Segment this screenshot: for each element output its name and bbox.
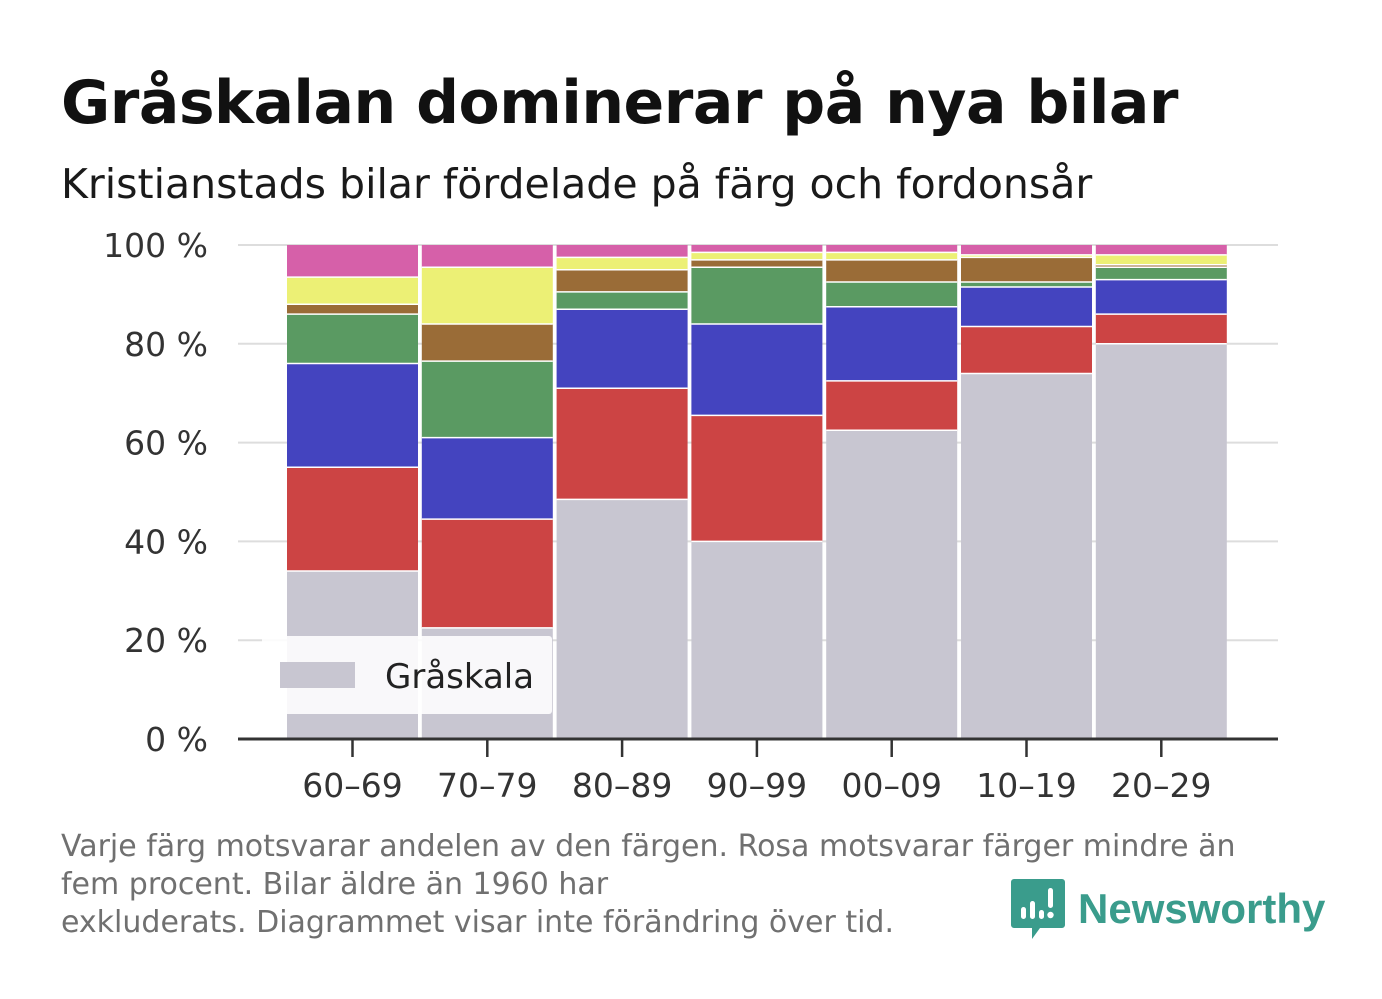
bar-segment bbox=[826, 306, 958, 381]
bar-segment bbox=[691, 541, 823, 739]
bar-segment bbox=[1095, 245, 1227, 255]
bar-segment bbox=[556, 309, 688, 389]
bar-segment bbox=[556, 245, 688, 258]
bar-segment bbox=[421, 361, 553, 438]
bar-segment bbox=[556, 257, 688, 270]
bar-segment bbox=[1095, 314, 1227, 344]
bar-segment bbox=[287, 467, 418, 572]
bar-segment bbox=[826, 245, 958, 253]
y-tick-label: 80 % bbox=[124, 325, 208, 364]
bar-segment bbox=[287, 245, 418, 278]
bar-segment bbox=[691, 252, 823, 260]
bar-segment bbox=[691, 259, 823, 268]
y-axis-ticks: 0 % 20 % 40 % 60 % 80 % 100 % bbox=[103, 226, 208, 759]
bar-segment bbox=[826, 252, 958, 260]
chart-subtitle: Kristianstads bilar fördelade på färg oc… bbox=[61, 160, 1093, 208]
x-tick-label: 90–99 bbox=[707, 766, 807, 805]
bar-segment bbox=[961, 245, 1092, 255]
bar-segment bbox=[287, 314, 418, 364]
bar-segment bbox=[556, 269, 688, 292]
bar-segment bbox=[1095, 264, 1227, 268]
bar-segment bbox=[1095, 267, 1227, 280]
bar-segment bbox=[287, 363, 418, 468]
x-axis-ticks: 60–69 70–79 80–89 90–99 00–09 10–19 20–29 bbox=[302, 739, 1212, 805]
x-tick-label: 80–89 bbox=[572, 766, 672, 805]
y-tick-label: 0 % bbox=[145, 720, 208, 759]
bar-segment bbox=[556, 499, 688, 739]
bar-segment bbox=[961, 326, 1092, 374]
bar-segment bbox=[826, 282, 958, 307]
bar-segment bbox=[691, 245, 823, 253]
bar-segment bbox=[826, 259, 958, 283]
bar-segment bbox=[556, 291, 688, 310]
bar-segment bbox=[961, 254, 1092, 258]
bar-segment bbox=[961, 373, 1092, 739]
bar-segment bbox=[961, 257, 1092, 283]
legend-box bbox=[262, 636, 552, 714]
bar-segment bbox=[1095, 254, 1227, 265]
y-tick-label: 40 % bbox=[124, 522, 208, 561]
bar-segment bbox=[287, 304, 418, 315]
bar-segment bbox=[961, 282, 1092, 287]
x-tick-label: 60–69 bbox=[302, 766, 402, 805]
bar-segment bbox=[421, 437, 553, 520]
bar-segment bbox=[287, 277, 418, 305]
bar-segment bbox=[1095, 343, 1227, 739]
footnote: Varje färg motsvarar andelen av den färg… bbox=[61, 828, 1301, 942]
bar-segment bbox=[1095, 279, 1227, 315]
bar-segment bbox=[421, 267, 553, 325]
bar-segment bbox=[421, 519, 553, 628]
x-tick-label: 70–79 bbox=[437, 766, 537, 805]
x-tick-label: 10–19 bbox=[976, 766, 1076, 805]
bar-segment bbox=[961, 286, 1092, 327]
bar-segment bbox=[691, 415, 823, 542]
newsworthy-logo: Newsworthy bbox=[1010, 877, 1325, 941]
legend-label-graskala: Gråskala bbox=[385, 657, 534, 697]
bar-segment bbox=[826, 380, 958, 431]
bar-segment bbox=[691, 324, 823, 416]
y-tick-label: 60 % bbox=[124, 424, 208, 463]
x-tick-label: 20–29 bbox=[1111, 766, 1211, 805]
legend: Gråskala bbox=[262, 636, 552, 714]
bar-segment bbox=[691, 267, 823, 325]
y-tick-label: 100 % bbox=[103, 226, 208, 265]
bar-segment bbox=[826, 430, 958, 739]
bar-segment bbox=[421, 245, 553, 268]
chart-title: Gråskalan dominerar på nya bilar bbox=[61, 68, 1179, 138]
y-tick-label: 20 % bbox=[124, 621, 208, 660]
legend-swatch-graskala bbox=[280, 662, 355, 688]
bar-segment bbox=[421, 324, 553, 362]
footnote-line-2: fem procent. Bilar äldre än 1960 har bbox=[61, 867, 609, 902]
x-tick-label: 00–09 bbox=[841, 766, 941, 805]
bar-segment bbox=[556, 388, 688, 500]
footnote-line-3: exkluderats. Diagrammet visar inte förän… bbox=[61, 905, 895, 940]
footnote-line-1: Varje färg motsvarar andelen av den färg… bbox=[61, 829, 1236, 864]
brand-name: Newsworthy bbox=[1078, 885, 1326, 932]
newsworthy-logo-icon bbox=[1011, 879, 1065, 939]
stacked-bar-chart: 0 % 20 % 40 % 60 % 80 % 100 % 60–69 70–79 80–89… bbox=[103, 226, 1278, 805]
